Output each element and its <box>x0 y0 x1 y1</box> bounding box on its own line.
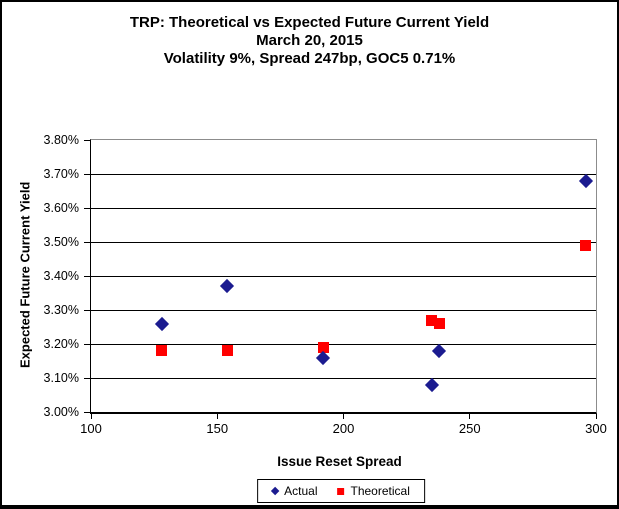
chart-subtitle-date: March 20, 2015 <box>256 32 363 49</box>
data-point-theoretical <box>317 341 329 353</box>
legend-label-theoretical: Theoretical <box>350 484 410 498</box>
x-tick-label: 100 <box>80 421 102 436</box>
x-axis-title: Issue Reset Spread <box>2 454 617 469</box>
legend-label-actual: Actual <box>284 484 318 498</box>
gridline <box>91 309 596 311</box>
y-tick-label: 3.10% <box>43 371 79 385</box>
data-point-theoretical <box>156 345 168 357</box>
y-tick-label: 3.00% <box>43 405 79 419</box>
y-tick-mark <box>84 343 91 345</box>
legend: Actual Theoretical <box>257 479 425 503</box>
y-tick-mark <box>84 241 91 243</box>
theoretical-square-icon <box>337 487 345 495</box>
data-point-actual <box>220 279 235 294</box>
data-point-theoretical <box>433 318 445 330</box>
y-tick-label: 3.70% <box>43 167 79 181</box>
chart-subtitle-params: Volatility 9%, Spread 247bp, GOC5 0.71% <box>163 50 456 67</box>
y-tick-label: 3.30% <box>43 303 79 317</box>
y-tick-mark <box>84 411 91 413</box>
y-tick-mark <box>84 207 91 209</box>
gridline <box>91 343 596 345</box>
actual-diamond-icon <box>270 486 280 496</box>
gridline <box>91 275 596 277</box>
gridline <box>91 173 596 175</box>
x-tick-mark <box>469 414 471 419</box>
x-tick-label: 200 <box>332 421 355 436</box>
y-tick-label: 3.50% <box>43 235 79 249</box>
y-tick-mark <box>84 309 91 311</box>
y-tick-label: 3.80% <box>43 133 79 147</box>
y-tick-mark <box>84 377 91 379</box>
x-tick-label: 150 <box>206 421 229 436</box>
gridline <box>91 377 596 379</box>
legend-item-theoretical: Theoretical <box>337 484 410 498</box>
data-point-actual <box>578 173 593 188</box>
data-point-actual <box>432 343 447 358</box>
data-point-theoretical <box>426 314 438 326</box>
x-tick-mark <box>595 414 597 419</box>
y-tick-label: 3.40% <box>43 269 79 283</box>
legend-item-actual: Actual <box>270 484 318 498</box>
x-axis-title-text: Issue Reset Spread <box>277 454 402 469</box>
x-tick-mark <box>90 414 92 419</box>
chart-title-block: TRP: Theoretical vs Expected Future Curr… <box>2 14 617 68</box>
y-tick-mark <box>84 173 91 175</box>
x-tick-mark <box>343 414 344 419</box>
data-point-theoretical <box>221 345 233 357</box>
plot-area: 3.00% 3.10% 3.20% 3.30% 3.40% 3.50% 3.60% 3.70%… <box>44 133 607 436</box>
data-point-actual <box>154 316 169 331</box>
x-tick-mark <box>216 414 218 419</box>
x-tick-label: 250 <box>458 421 481 436</box>
x-tick-label: 300 <box>585 421 607 436</box>
gridline <box>91 241 596 243</box>
y-tick-mark <box>84 275 91 277</box>
gridline <box>91 207 596 209</box>
chart-title: TRP: Theoretical vs Expected Future Curr… <box>129 14 490 31</box>
data-point-actual <box>424 377 439 392</box>
y-tick-label: 3.60% <box>43 201 79 215</box>
y-tick-mark <box>84 139 91 141</box>
data-point-theoretical <box>580 239 592 251</box>
y-tick-label: 3.20% <box>43 337 79 351</box>
